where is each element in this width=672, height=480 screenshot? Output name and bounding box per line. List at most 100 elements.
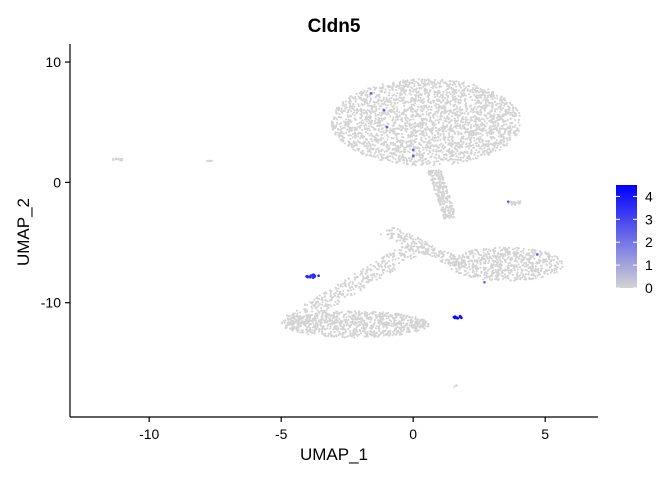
point-top-mass [461, 94, 465, 97]
point-bottom-left-mass [333, 312, 336, 315]
point-top-mass [453, 95, 457, 98]
point-right-arm [533, 253, 536, 256]
point-top-mass [374, 112, 377, 115]
point-left-arm [392, 266, 395, 269]
point-top-mass [473, 139, 476, 142]
point-top-mass [407, 85, 410, 88]
point-top-mass [473, 110, 476, 113]
point-top-mass [465, 105, 468, 108]
point-top-mass [414, 164, 417, 167]
point-top-mass [477, 137, 480, 140]
point-top-mass [474, 156, 477, 160]
point-top-mass [408, 119, 411, 122]
point-middle-strand [397, 233, 400, 236]
point-top-mass [420, 100, 423, 104]
point-top-mass [391, 152, 394, 155]
point-right-arm [552, 258, 556, 261]
point-top-mass [434, 95, 437, 99]
point-top-mass [404, 129, 407, 132]
point-bottom-left-mass [418, 322, 421, 325]
point-bottom-left-mass [331, 334, 334, 337]
point-middle-strand [451, 258, 454, 261]
point-top-mass [360, 142, 363, 145]
point-top-mass [410, 103, 413, 106]
point-top-mass [453, 82, 456, 85]
point-top-mass [421, 113, 424, 116]
point-right-arm [507, 262, 510, 265]
point-left-arm [326, 306, 330, 309]
point-left-arm [324, 299, 327, 302]
point-top-mass [382, 130, 385, 133]
point-top-mass [402, 155, 405, 158]
point-top-mass [421, 146, 424, 149]
point-right-arm [472, 274, 475, 278]
point-top-mass [484, 129, 487, 132]
point-top-mass [427, 97, 431, 101]
point-top-mass [489, 116, 492, 119]
point-top-mass [395, 116, 398, 119]
point-top-mass [441, 115, 444, 118]
point-left-arm [347, 282, 350, 285]
point-bottom-left-mass [363, 329, 366, 332]
point-top-mass [446, 110, 449, 113]
point-top-mass [379, 121, 382, 124]
point-right-arm [487, 248, 490, 251]
point-right-arm [485, 274, 488, 277]
point-top-mass [441, 95, 444, 99]
point-top-mass [386, 138, 389, 141]
point-stem [435, 188, 438, 191]
point-right-arm [549, 260, 552, 263]
point-bottom-left-mass [347, 314, 350, 318]
point-right-arm [522, 251, 525, 255]
point-right-arm [522, 273, 525, 276]
point-top-mass [392, 98, 395, 101]
point-middle-strand [386, 229, 389, 232]
point-top-mass [388, 97, 391, 100]
point-top-mass [412, 145, 415, 148]
point-top-mass [462, 121, 465, 124]
point-top-mass [388, 131, 392, 134]
point-top-mass [441, 110, 444, 113]
point-top-mass [364, 144, 367, 147]
point-top-mass [500, 135, 503, 138]
point-stem [443, 192, 446, 195]
point-top-mass [386, 111, 389, 114]
point-top-mass [414, 93, 417, 97]
point-top-mass [415, 94, 418, 97]
point-bottom-left-mass [359, 320, 362, 323]
point-stem [445, 205, 448, 208]
point-top-mass [373, 119, 377, 123]
point-top-mass [392, 124, 395, 127]
point-top-mass [392, 127, 395, 130]
point-top-mass [363, 141, 366, 144]
point-top-mass [396, 138, 399, 141]
point-bottom-left-mass [387, 317, 390, 320]
point-top-mass [394, 94, 398, 97]
point-left-arm [412, 256, 415, 259]
point-top-mass [397, 98, 400, 101]
point-bottom-left-mass [299, 323, 302, 326]
point-top-mass [429, 117, 432, 121]
point-top-mass [343, 109, 346, 113]
point-top-mass [360, 121, 363, 124]
point-top-mass [417, 114, 420, 117]
point-bottom-left-mass [405, 322, 408, 325]
point-top-mass [413, 141, 416, 144]
point-right-arm [494, 278, 497, 281]
point-top-mass [351, 107, 354, 110]
point-stem [443, 200, 447, 203]
point-top-mass [490, 132, 493, 135]
point-top-mass [343, 105, 346, 108]
point-left-arm [399, 249, 403, 252]
point-top-mass [444, 146, 447, 149]
point-right-arm [490, 257, 493, 260]
point-top-mass [475, 123, 478, 126]
point-stem [442, 196, 445, 199]
point-bottom-left-mass [329, 327, 332, 330]
point-top-mass [400, 84, 403, 87]
point-stem [448, 205, 451, 208]
point-bottom-left-mass [340, 321, 343, 324]
point-top-mass [429, 151, 432, 154]
point-top-mass [483, 109, 487, 112]
point-stem [439, 172, 442, 175]
